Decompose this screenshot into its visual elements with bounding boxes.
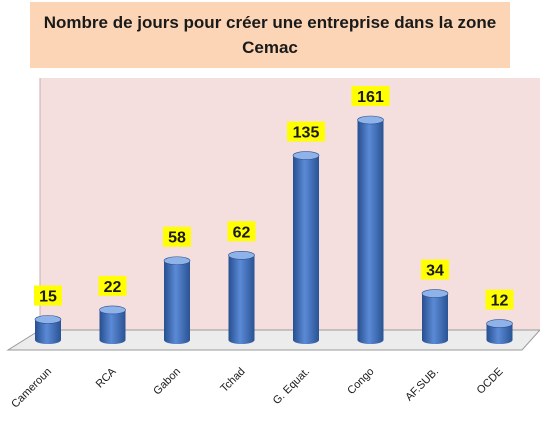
bar-cap [228,250,255,260]
bar-congo: 161 [351,86,390,344]
category-label-ocde: OCDE [475,366,506,397]
value-label: 58 [168,230,186,247]
value-label: 161 [357,89,384,106]
category-label-rca: RCA [94,365,119,390]
value-label: 22 [104,279,122,296]
bar-rca: 22 [98,275,127,344]
bar-body [35,319,61,344]
bar-cameroun: 15 [34,285,62,344]
value-label-bg [421,259,449,280]
bar-body [228,255,255,344]
bar-body [357,120,384,344]
category-label-af-sub: AF.SUB. [403,366,441,404]
value-label: 34 [426,263,444,280]
bar-cap [486,319,513,328]
bar-cap [163,256,191,266]
bar-cap [292,151,320,160]
category-label-tchad: Tchad [218,366,247,395]
value-label-bg [485,289,514,310]
bar-af-sub: 34 [421,259,449,344]
value-label-bg [34,285,62,306]
chart-title: Nombre de jours pour créer une entrepris… [43,13,497,57]
bar-body [293,155,319,344]
value-label-bg [163,226,191,247]
bar-g-equat: 135 [287,121,325,344]
bar-cap [357,115,384,125]
bar-cap [421,289,449,298]
bar-cap [34,315,62,324]
bar-ocde: 12 [485,289,514,344]
category-label-cameroun: Cameroun [9,366,54,411]
bar-tchad: 62 [227,221,256,344]
category-label-congo: Congo [345,366,376,397]
category-label-gabon: Gabon [151,366,183,398]
category-label-g-equat: G. Equat. [271,366,312,407]
value-label: 15 [39,289,57,306]
value-label-bg [287,121,325,142]
value-label: 135 [293,125,320,142]
bar-cap [99,305,126,315]
value-label: 62 [233,224,251,241]
value-label-bg [227,221,256,242]
value-label-bg [98,275,127,296]
bar-gabon: 58 [163,226,191,344]
plot-floor [6,329,540,351]
bar-body [422,293,448,344]
bar-body [164,260,190,344]
value-label-bg [351,86,390,106]
chart-title-box: Nombre de jours pour créer une entrepris… [30,2,510,68]
bar-body [486,323,513,344]
bar-body [99,309,126,344]
value-label: 12 [491,293,509,310]
